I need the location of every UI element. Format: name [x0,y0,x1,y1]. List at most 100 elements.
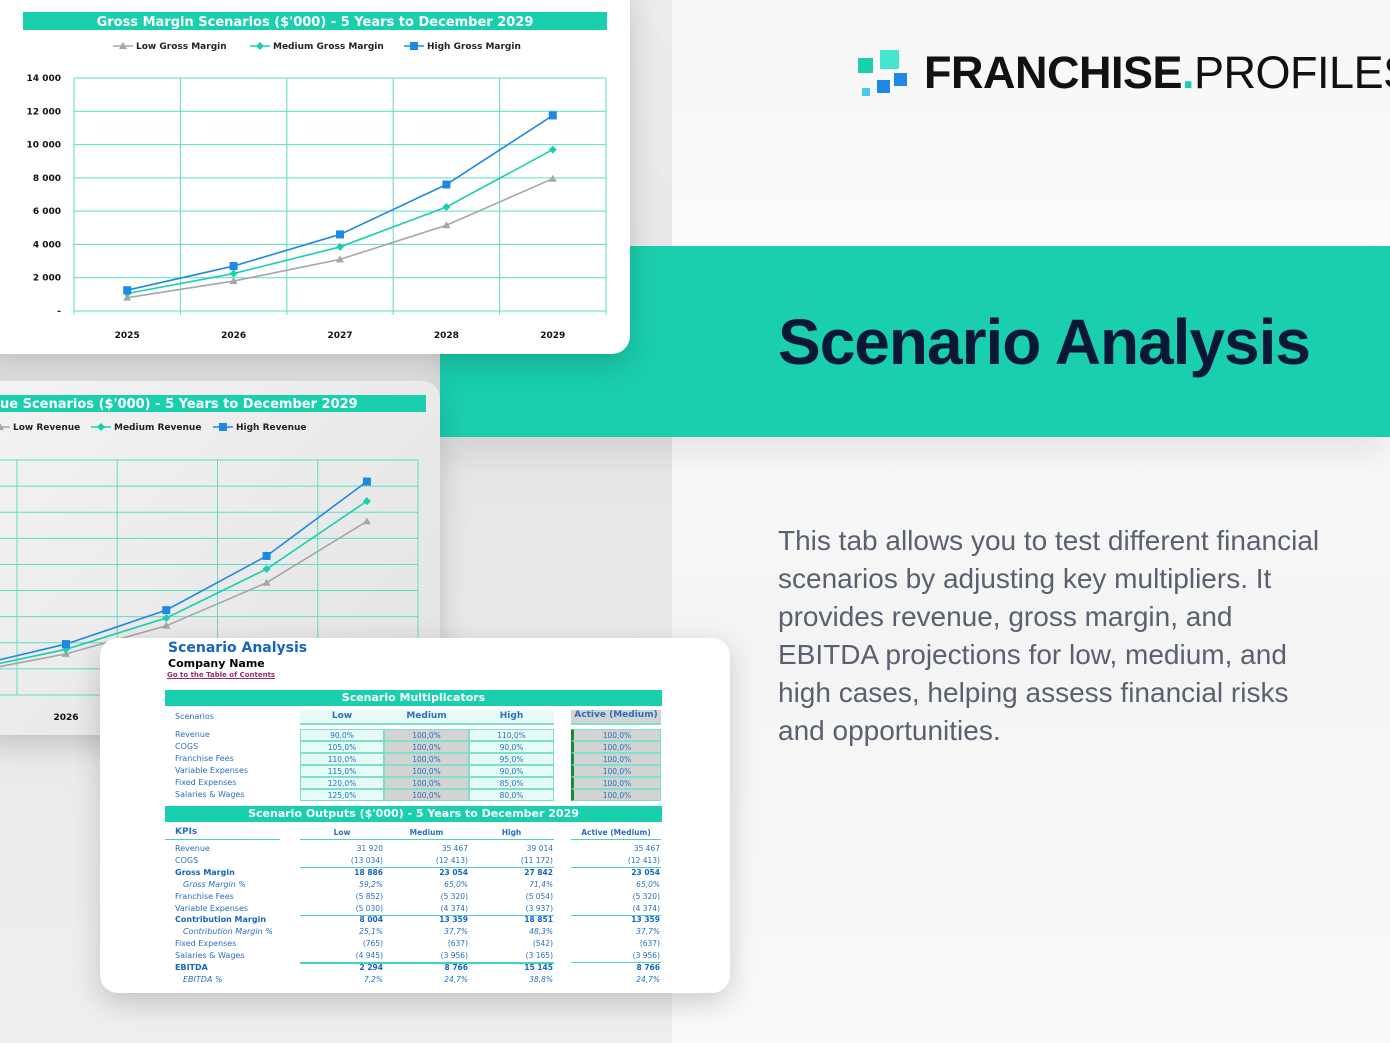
data-point [362,517,371,525]
divider [300,866,554,868]
kpi-value: 71,4% [529,879,553,889]
row-label: Franchise Fees [175,754,234,763]
kpi-active-value: 13 359 [631,915,660,925]
kpi-value: 35 467 [441,844,468,853]
legend-marker [119,42,127,49]
multiplier-input[interactable]: 115,0% [300,765,384,777]
active-multiplier: 100,0% [571,729,661,741]
multiplier-input[interactable]: 105,0% [300,741,384,753]
data-point [162,613,171,622]
chart-title-bar [0,395,426,412]
legend-label: Low Gross Margin [136,42,227,52]
kpi-active-value: (12 413) [627,855,660,865]
data-point [548,145,557,154]
kpi-label: EBITDA % [183,974,223,984]
series-line [0,480,368,661]
active-multiplier: 100,0% [571,753,661,765]
kpi-active-value: (5 320) [632,891,660,901]
kpi-active-value: 35 467 [633,844,660,853]
multiplier-input[interactable]: 100,0% [384,753,469,765]
data-point [336,255,344,263]
active-multiplier: 100,0% [571,741,661,753]
divider [571,839,661,840]
kpi-value: 13 359 [439,915,468,925]
multiplier-input[interactable]: 85,0% [469,777,554,789]
kpi-value: (4 945) [355,951,383,961]
multiplier-input[interactable]: 90,0% [469,741,554,753]
kpi-label: Gross Margin % [183,879,246,889]
series-line [127,148,554,295]
data-point [229,277,238,285]
data-point [262,551,271,560]
legend-label: Low Revenue [13,423,80,433]
divider [571,866,661,868]
legend-marker [0,423,4,430]
kpi-value: (12 413) [435,855,468,865]
data-point [336,242,344,251]
kpi-value: 38,8% [529,974,553,984]
row-label: COGS [175,742,199,751]
kpi-active-value: 37,7% [636,927,660,937]
kpi-label: Contribution Margin [175,915,267,925]
kpi-active-value: 24,7% [636,974,660,984]
legend-label: Medium Revenue [114,423,201,433]
x-tick-label: 2027 [327,331,352,341]
x-tick-label: 2026 [53,713,78,723]
active-column-header: Active (Medium) [581,828,651,837]
multiplier-input[interactable]: 100,0% [384,789,469,801]
row-label: Variable Expenses [175,766,249,775]
kpi-active-value: (4 374) [632,903,660,913]
divider [571,914,661,916]
multiplier-input[interactable]: 95,0% [469,753,554,765]
kpi-value: 15 145 [524,963,553,972]
column-header: Medium [384,711,469,725]
data-point [262,578,271,586]
kpi-value: (5 030) [355,903,383,913]
multiplier-input[interactable]: 125,0% [300,789,384,801]
y-tick-label: 6 000 [33,207,61,217]
column-header: Low [333,828,351,837]
kpi-value: (3 956) [440,951,468,961]
multiplier-input[interactable]: 110,0% [300,753,384,765]
data-point [442,202,451,211]
multiplier-input[interactable]: 120,0% [300,777,384,789]
multiplier-input[interactable]: 110,0% [469,729,554,741]
legend-label: High Gross Margin [427,42,521,52]
column-header: High [501,828,522,837]
kpi-value: 37,7% [444,927,468,937]
data-point [362,477,371,486]
divider [300,962,554,965]
multiplier-input[interactable]: 80,0% [469,789,554,801]
table-of-contents-link[interactable]: Go to the Table of Contents [167,671,276,679]
y-tick-label: 10 000 [27,141,61,151]
multiplier-input[interactable]: 100,0% [384,765,469,777]
data-point [229,269,238,278]
multiplier-input[interactable]: 100,0% [384,777,469,789]
multiplier-input[interactable]: 90,0% [300,729,384,741]
kpi-active-value: 65,0% [636,879,660,889]
divider [165,839,280,840]
data-point [229,262,238,271]
data-point [442,180,451,189]
kpi-label: Gross Margin [175,867,235,877]
multiplier-input[interactable]: 100,0% [384,741,469,753]
data-point [62,640,70,649]
multiplier-input[interactable]: 100,0% [384,729,469,741]
column-header: High [469,711,554,725]
legend-marker [410,42,418,50]
franchise-profiles-logo-icon [858,50,907,96]
kpi-value: 8 004 [359,915,384,925]
kpi-value: (637) [447,939,468,949]
row-label: Salaries & Wages [175,790,245,799]
chart-title: ue Scenarios ($'000) - 5 Years to Decemb… [0,397,358,412]
data-point [123,286,132,295]
active-multiplier: 100,0% [571,765,661,777]
company-name: Company Name [168,657,265,670]
data-point [362,497,371,506]
y-tick-label: 4 000 [33,240,61,250]
kpi-active-value: 23 054 [631,867,660,877]
multiplier-input[interactable]: 90,0% [469,765,554,777]
column-header: Low [300,711,384,725]
